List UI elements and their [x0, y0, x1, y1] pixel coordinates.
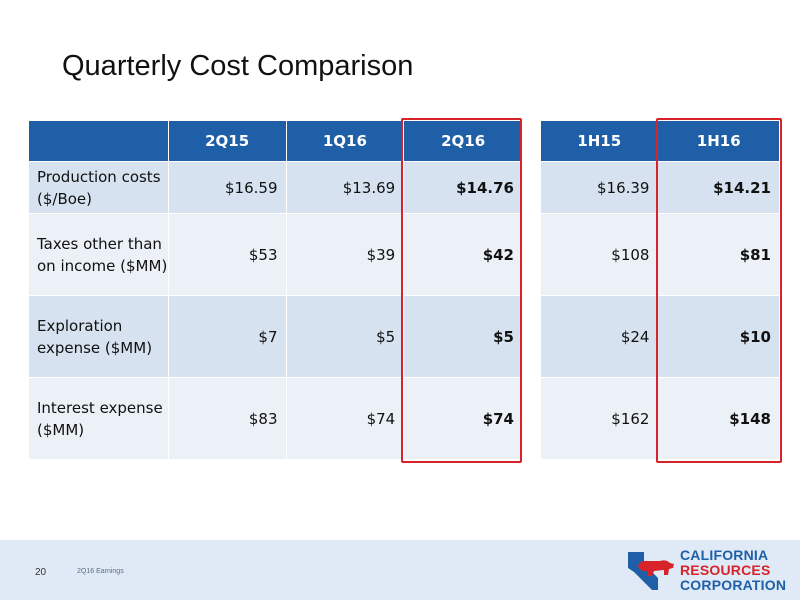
cell-value: $83	[167, 377, 287, 460]
logo-line-2: RESOURCES	[680, 562, 771, 578]
cell-value: $53	[167, 213, 287, 296]
table-row: Production costs ($/Boe) $16.59 $13.69 $…	[28, 161, 523, 214]
logo-wordmark: CALIFORNIA RESOURCES CORPORATION	[680, 548, 786, 593]
cell-value-highlight: $10	[657, 295, 780, 378]
table-header-row: 1H15 1H16	[539, 120, 780, 162]
cell-value: $5	[285, 295, 405, 378]
cell-value-highlight: $5	[403, 295, 523, 378]
half-year-cost-table: 1H15 1H16 $16.39 $14.21 $108 $81 $24 $10…	[539, 120, 780, 460]
cell-value: $39	[285, 213, 405, 296]
header-1h16: 1H16	[657, 120, 780, 162]
row-label: Interest expense ($MM)	[28, 377, 169, 460]
cell-value: $24	[539, 295, 659, 378]
table-row: $24 $10	[539, 295, 780, 378]
cell-value-highlight: $148	[657, 377, 780, 460]
cell-value-highlight: $81	[657, 213, 780, 296]
header-2q16: 2Q16	[403, 120, 523, 162]
table-row: Exploration expense ($MM) $7 $5 $5	[28, 295, 523, 378]
cell-value-highlight: $42	[403, 213, 523, 296]
page-number: 20	[35, 567, 47, 578]
header-1q16: 1Q16	[285, 120, 405, 162]
cell-value: $108	[539, 213, 659, 296]
cell-value: $16.59	[167, 161, 287, 214]
cell-value-highlight: $14.21	[657, 161, 780, 214]
slide-footer: 20 2Q16 Earnings CALIFORNIA RESOURCES CO…	[0, 540, 800, 600]
footer-note: 2Q16 Earnings	[77, 568, 124, 575]
cell-value-highlight: $14.76	[403, 161, 523, 214]
cell-value: $74	[285, 377, 405, 460]
cell-value: $162	[539, 377, 659, 460]
cell-value: $13.69	[285, 161, 405, 214]
quarterly-cost-table: 2Q15 1Q16 2Q16 Production costs ($/Boe) …	[28, 120, 523, 460]
cell-value-highlight: $74	[403, 377, 523, 460]
slide-title: Quarterly Cost Comparison	[62, 50, 414, 82]
row-label: Taxes other than on income ($MM)	[28, 213, 169, 296]
table-row: $16.39 $14.21	[539, 161, 780, 214]
company-logo: CALIFORNIA RESOURCES CORPORATION	[624, 548, 786, 594]
row-label: Exploration expense ($MM)	[28, 295, 169, 378]
row-label: Production costs ($/Boe)	[28, 161, 169, 214]
table-row: Interest expense ($MM) $83 $74 $74	[28, 377, 523, 460]
table-row: Taxes other than on income ($MM) $53 $39…	[28, 213, 523, 296]
bear-icon	[628, 552, 674, 590]
table-header-row: 2Q15 1Q16 2Q16	[28, 120, 523, 162]
cell-value: $7	[167, 295, 287, 378]
cell-value: $16.39	[539, 161, 659, 214]
header-blank	[28, 120, 169, 162]
table-row: $108 $81	[539, 213, 780, 296]
header-1h15: 1H15	[539, 120, 659, 162]
table-row: $162 $148	[539, 377, 780, 460]
logo-line-1: CALIFORNIA	[680, 547, 769, 563]
header-2q15: 2Q15	[167, 120, 287, 162]
logo-line-3: CORPORATION	[680, 577, 787, 593]
